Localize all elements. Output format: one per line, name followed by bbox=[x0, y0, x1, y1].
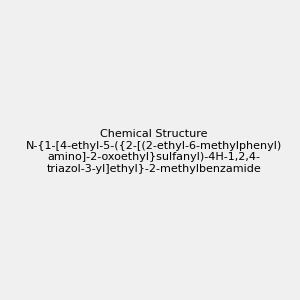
Text: Chemical Structure
N-{1-[4-ethyl-5-({2-[(2-ethyl-6-methylphenyl)
amino]-2-oxoeth: Chemical Structure N-{1-[4-ethyl-5-({2-[… bbox=[26, 129, 282, 174]
